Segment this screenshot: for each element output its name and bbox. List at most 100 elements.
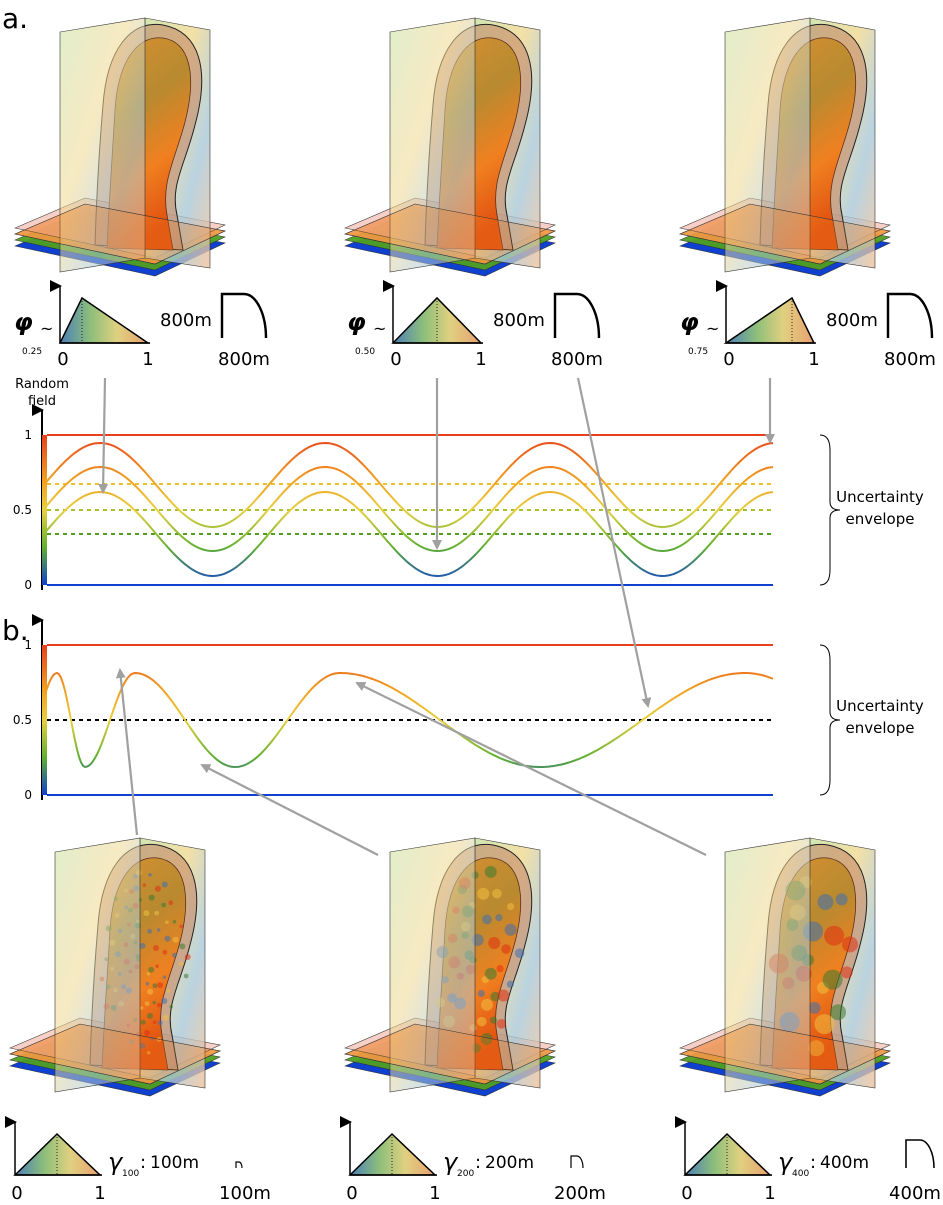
y-tick-label: 0.5 — [13, 713, 32, 727]
texture — [156, 1002, 162, 1008]
texture — [477, 887, 490, 900]
scale-min: 0 — [723, 349, 734, 370]
texture — [506, 980, 514, 988]
texture — [161, 997, 168, 1004]
texture — [147, 988, 154, 995]
texture — [184, 953, 191, 960]
surface — [9, 1023, 221, 1085]
texture — [808, 1001, 821, 1014]
texture — [142, 883, 147, 887]
scale-max: 1 — [94, 1183, 105, 1201]
range-height: 200m — [485, 1153, 534, 1173]
texture — [497, 989, 510, 1002]
y-tick-label: 1 — [24, 638, 32, 652]
texture — [162, 1014, 169, 1021]
range-width: 800m — [218, 349, 270, 370]
texture — [183, 973, 189, 979]
axis-title: field — [28, 394, 56, 409]
plane — [54, 837, 141, 1093]
y-tick-label: 0 — [24, 578, 32, 592]
scale-min: 0 — [681, 1183, 692, 1201]
range-height: 800m — [493, 310, 545, 331]
relation: ~ — [706, 319, 719, 338]
range-height: 100m — [150, 1153, 199, 1173]
texture — [507, 902, 515, 911]
rendering — [344, 17, 556, 277]
texture — [842, 936, 859, 953]
symbol: γ — [778, 1148, 794, 1176]
symbol: φ — [347, 308, 366, 336]
texture — [488, 937, 501, 950]
texture — [178, 961, 184, 967]
texture — [162, 949, 168, 955]
plane — [724, 17, 811, 273]
texture — [172, 919, 177, 924]
scale-min: 0 — [346, 1183, 357, 1201]
symbol: γ — [108, 1148, 124, 1176]
texture — [501, 944, 511, 954]
rendering — [344, 837, 556, 1097]
scale-max: 1 — [429, 1183, 440, 1201]
symbol: φ — [680, 308, 699, 336]
surface — [344, 1023, 556, 1085]
texture — [482, 914, 492, 925]
surface — [344, 203, 556, 265]
range-icon — [235, 1161, 243, 1169]
texture — [155, 964, 159, 968]
texture — [154, 885, 161, 892]
arrow — [98, 377, 109, 494]
texture — [139, 1006, 144, 1010]
texture — [484, 865, 497, 878]
texture — [152, 983, 158, 989]
scale-min: 0 — [57, 349, 68, 370]
texture — [144, 1001, 150, 1007]
texture — [144, 1029, 151, 1036]
scale-min: 0 — [390, 349, 401, 370]
surface — [679, 203, 891, 265]
texture — [147, 1012, 154, 1019]
texture — [161, 881, 168, 888]
curve — [43, 490, 774, 578]
texture — [148, 873, 152, 877]
texture — [814, 1014, 835, 1035]
texture — [139, 1042, 146, 1049]
arrow — [115, 668, 139, 836]
plane — [389, 837, 476, 1093]
scale-max: 1 — [475, 349, 486, 370]
texture — [496, 1018, 507, 1029]
colorbar — [42, 435, 47, 585]
subscript: 200 — [457, 1169, 474, 1179]
relation: : — [140, 1152, 146, 1173]
texture — [145, 981, 150, 986]
range-height: 800m — [826, 310, 878, 331]
texture — [147, 928, 153, 934]
range-icon — [905, 1139, 935, 1169]
annotation: envelope — [846, 510, 915, 528]
range-icon — [220, 292, 268, 339]
texture — [148, 966, 155, 973]
annotation: envelope — [846, 719, 915, 737]
relation: : — [475, 1152, 481, 1173]
brace — [819, 434, 841, 586]
texture — [157, 982, 164, 989]
y-tick-label: 0.5 — [13, 503, 32, 517]
curve — [43, 441, 774, 529]
curve — [44, 671, 774, 769]
scale-min: 0 — [11, 1183, 22, 1201]
texture — [172, 952, 177, 958]
arrows — [98, 377, 775, 856]
texture — [152, 1000, 157, 1005]
rendering — [679, 837, 891, 1097]
texture — [157, 1020, 163, 1026]
scale-max: 1 — [808, 349, 819, 370]
texture — [179, 924, 184, 929]
range-height: 400m — [820, 1153, 869, 1173]
annotation: Uncertainty — [836, 488, 924, 506]
plane — [724, 837, 811, 1093]
texture — [477, 1016, 487, 1027]
texture — [172, 936, 179, 943]
texture — [477, 989, 485, 998]
texture — [817, 893, 834, 910]
texture — [148, 894, 155, 901]
range-icon — [886, 292, 934, 339]
